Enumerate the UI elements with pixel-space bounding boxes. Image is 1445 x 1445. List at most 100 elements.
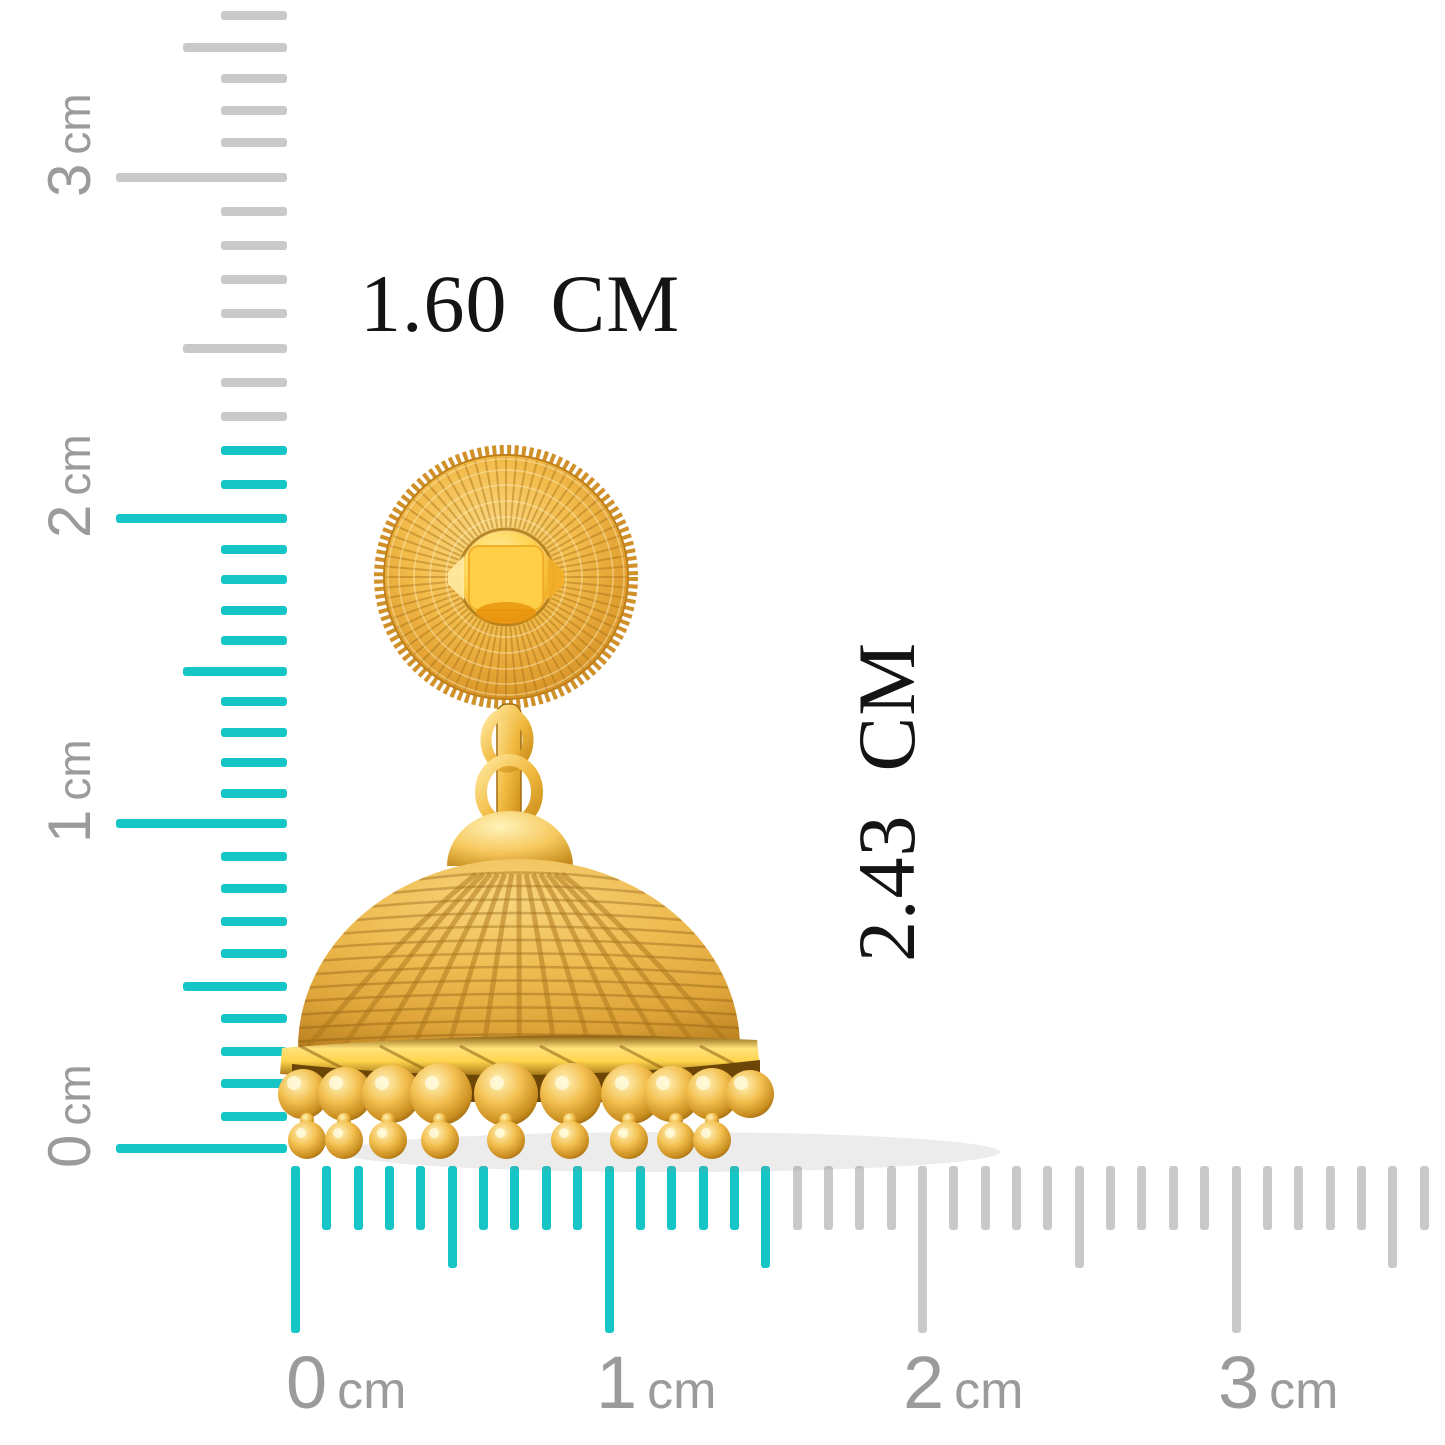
ruler-tick — [918, 1166, 927, 1333]
drop-bead — [610, 1121, 648, 1159]
gold-ball — [410, 1063, 472, 1125]
ruler-tick — [1168, 1166, 1178, 1230]
disc-coil-ring — [387, 458, 625, 696]
ruler-tick — [761, 1166, 771, 1268]
ball-highlight — [615, 1076, 629, 1090]
ruler-tick — [510, 1166, 520, 1230]
disc-spoke — [533, 617, 576, 676]
disc-spoke — [513, 458, 528, 528]
ruler-tick — [221, 544, 287, 554]
gold-drop-beads — [288, 1113, 731, 1159]
disc-spoke — [407, 604, 466, 647]
disc-coil-ring — [413, 484, 599, 670]
band-facet-line — [379, 1044, 427, 1072]
drop-bead — [487, 1121, 525, 1159]
band-facet-line — [299, 1044, 347, 1072]
ruler-tick — [221, 275, 287, 285]
ruler-tick — [221, 605, 287, 615]
ruler-tick — [116, 514, 287, 523]
ruler-tick — [604, 1166, 614, 1333]
ruler-tick — [698, 1166, 708, 1230]
ruler-tick — [221, 445, 287, 455]
disc-spoke — [401, 516, 464, 553]
disc-spoke — [554, 544, 623, 566]
bead-bottom-glow — [476, 602, 536, 624]
disc-spoke — [550, 525, 616, 557]
disc-spoke — [413, 499, 469, 546]
ruler-tick — [635, 1166, 645, 1230]
disc-spoke — [413, 608, 469, 655]
drop-highlight — [618, 1128, 628, 1138]
ruler-tick — [221, 884, 287, 893]
disc-coil-texture — [386, 457, 626, 697]
ruler-tick — [221, 106, 287, 115]
dome-rib — [531, 873, 594, 1048]
disc-spoke — [530, 472, 567, 535]
ruler-tick — [221, 1079, 287, 1088]
ruler-tick — [541, 1166, 551, 1230]
horizontal-ruler-label-3cm: 3 cm — [1218, 1346, 1338, 1420]
disc-spoke — [389, 588, 458, 610]
jhumka-dome — [298, 811, 740, 1048]
dome-rib — [374, 872, 493, 1048]
drop-bead — [551, 1121, 589, 1159]
ball-highlight — [490, 1076, 504, 1090]
disc-spoke — [554, 588, 623, 610]
disc-spoke — [445, 619, 482, 682]
disc-spoke — [454, 467, 486, 533]
dome-rib — [445, 873, 508, 1048]
ruler-label-digit: 1 — [596, 1341, 638, 1424]
upper-link-ring — [480, 707, 534, 773]
ruler-tick — [221, 1111, 287, 1121]
disc-center-bead — [448, 532, 564, 624]
bead-right-facet — [548, 556, 564, 600]
ruler-label-unit: cm — [337, 1362, 407, 1420]
bead-face — [468, 545, 544, 611]
disc-spoke — [420, 491, 472, 543]
ruler-label-unit: cm — [1269, 1362, 1339, 1420]
ball-highlight — [734, 1076, 748, 1090]
gold-ball — [474, 1062, 538, 1126]
ruler-tick — [1074, 1166, 1084, 1268]
ball-highlight — [656, 1076, 670, 1090]
ruler-tick — [1200, 1166, 1210, 1230]
ruler-tick — [729, 1166, 739, 1230]
dome-rib — [523, 873, 558, 1048]
drop-highlight — [333, 1128, 343, 1138]
ruler-tick — [183, 343, 287, 353]
disc-coil-ring — [445, 516, 567, 638]
horizontal-ruler-label-0cm: 0 cm — [286, 1346, 406, 1420]
disc-spoke — [436, 617, 479, 676]
drop-highlight — [701, 1128, 711, 1138]
ruler-tick — [385, 1166, 395, 1230]
disc-spoke — [407, 507, 466, 550]
ball-highlight — [287, 1076, 301, 1090]
disc-spoke — [522, 623, 548, 691]
disc-spoke — [509, 626, 518, 697]
dome-rib — [560, 872, 736, 1048]
ruler-tick — [221, 377, 287, 387]
dome-coil-row — [418, 871, 620, 881]
drop-highlight — [495, 1128, 505, 1138]
disc-spoke — [436, 478, 479, 537]
disc-spoke — [464, 623, 490, 691]
disc-spoke — [396, 525, 462, 557]
drop-bead — [657, 1121, 695, 1159]
disc-spoke — [543, 608, 599, 655]
disc-spoke — [473, 625, 495, 694]
disc-spoke — [526, 467, 558, 533]
dome-ribs — [303, 872, 736, 1048]
ruler-tick — [667, 1166, 677, 1230]
disc-spoke — [526, 621, 558, 687]
ruler-tick — [221, 479, 287, 489]
ruler-tick — [183, 43, 287, 52]
ruler-tick — [116, 819, 287, 828]
disc-spoke — [484, 458, 499, 528]
disc-spoke — [552, 535, 620, 561]
drop-highlight — [377, 1128, 387, 1138]
disc-coil-ring — [398, 469, 614, 685]
drop-bead — [288, 1121, 326, 1159]
ruler-tick — [353, 1166, 363, 1230]
